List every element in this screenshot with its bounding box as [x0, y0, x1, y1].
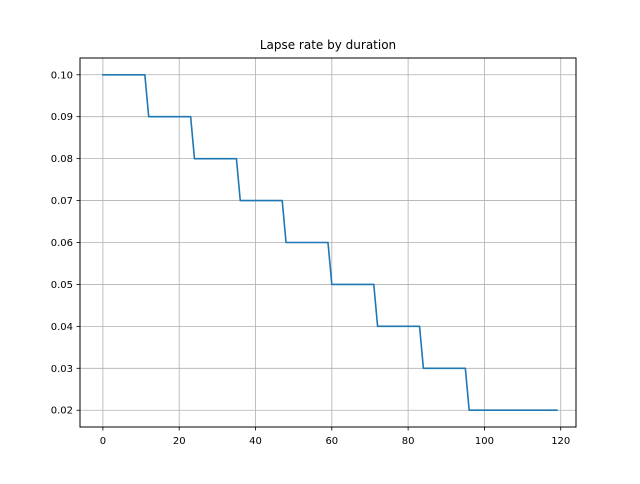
x-tick-label: 100: [475, 436, 494, 447]
x-tick-label: 0: [100, 436, 106, 447]
x-tick-label: 120: [551, 436, 570, 447]
y-tick-label: 0.04: [51, 322, 73, 333]
y-tick-label: 0.08: [51, 154, 73, 165]
grid-layer: [80, 58, 576, 427]
tick-layer: 0 20 40 60 80 100 120 0.02 0.03 0.04 0.05 0.06 0.07 0…: [51, 70, 571, 447]
series-layer: [102, 73, 558, 412]
x-tick-label: 40: [249, 436, 262, 447]
y-tick-label: 0.02: [51, 406, 73, 417]
y-tick-label: 0.06: [51, 238, 73, 249]
y-tick-label: 0.05: [51, 280, 73, 291]
x-tick-label: 20: [173, 436, 186, 447]
x-tick-label: 80: [402, 436, 415, 447]
series-line: [102, 73, 558, 412]
y-tick-label: 0.03: [51, 364, 73, 375]
y-tick-label: 0.09: [51, 112, 73, 123]
x-tick-label: 60: [325, 436, 338, 447]
y-tick-label: 0.07: [51, 196, 73, 207]
chart-title: Lapse rate by duration: [260, 38, 396, 52]
y-tick-label: 0.10: [51, 70, 73, 81]
